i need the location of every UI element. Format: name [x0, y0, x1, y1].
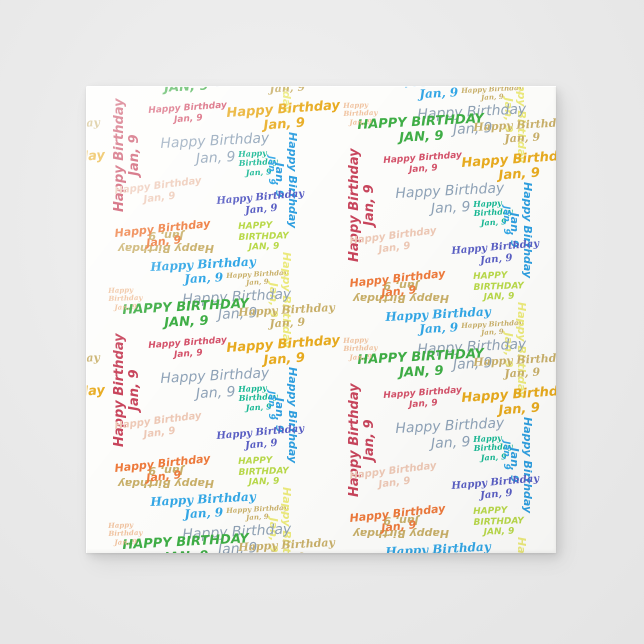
- birthday-greeting: HAPPY BIRTHDAY JAN, 9: [473, 505, 524, 539]
- greeting-line-2: JAN, 9: [163, 86, 209, 97]
- greeting-line-1: Happy Birthday: [514, 537, 528, 553]
- greeting-line-1: Jan, 9: [501, 206, 511, 235]
- greeting-line-1: Happy Birthday: [521, 417, 534, 514]
- birthday-greeting: HAPPY BIRTHDAY JAN, 9: [238, 455, 289, 489]
- greeting-line-3: Jan, 9: [349, 116, 373, 127]
- birthday-greeting: HAPPY BIRTHDAY JAN, 9: [473, 270, 524, 304]
- birthday-greeting: Jan, 9: [265, 156, 276, 185]
- greeting-line-3: Jan, 9: [114, 536, 138, 547]
- greeting-line-1: Jan, 9: [266, 391, 276, 420]
- birthday-greeting: Happy Birthday Jan, 9: [108, 285, 143, 312]
- greeting-line-1: Happy Birthday: [385, 539, 492, 553]
- birthday-greeting: Happy Birthday Jan, 9: [343, 335, 378, 362]
- greeting-line-1: Happy Birthday: [521, 182, 534, 279]
- greeting-line-1: Jan, 9: [266, 156, 276, 185]
- birthday-greeting: Jan, 9: [265, 391, 276, 420]
- greeting-line-3: Jan, 9: [349, 351, 373, 362]
- birthday-greeting: HAPPY BIRTHDAY JAN, 9: [238, 220, 289, 254]
- greeting-line-2: Jan, 9: [501, 537, 514, 553]
- greeting-line-1: Happy Birthday: [286, 132, 299, 229]
- greeting-line-1: Happy Birthday: [286, 367, 299, 464]
- birthday-greeting: Happy Birthday Jan, 9: [108, 520, 143, 547]
- birthday-greeting: Jan, 9: [500, 441, 511, 470]
- greeting-line-3: Jan, 9: [114, 301, 138, 312]
- birthday-greeting: Happy Birthday Jan, 9: [343, 100, 378, 127]
- birthday-greeting: Jan, 9: [500, 206, 511, 235]
- greeting-line-1: Jan, 9: [501, 441, 511, 470]
